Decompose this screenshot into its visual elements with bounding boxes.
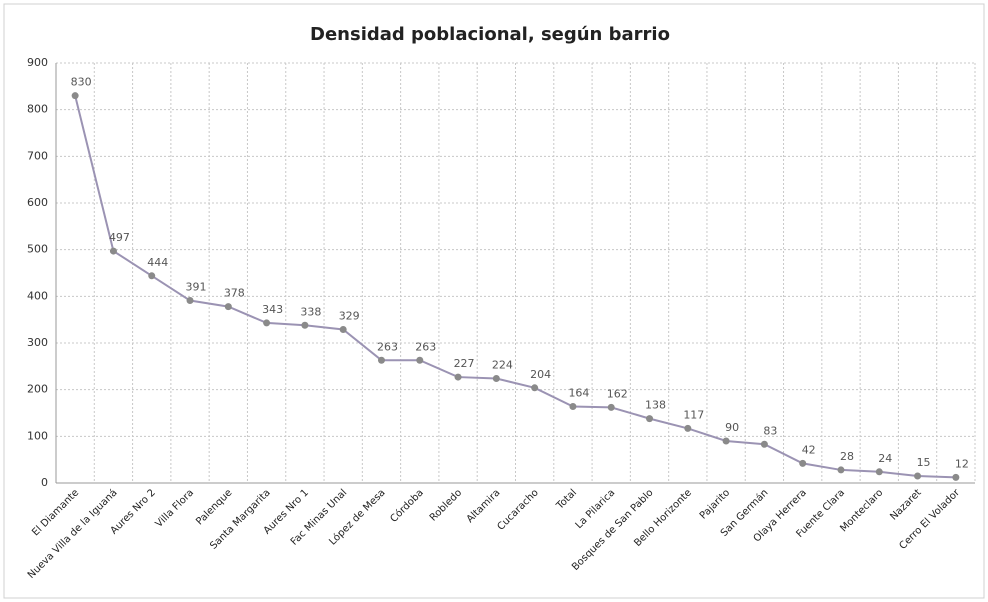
data-point xyxy=(875,468,883,476)
data-label: 444 xyxy=(147,256,168,269)
data-point xyxy=(607,403,615,411)
data-label: 138 xyxy=(645,399,666,412)
data-label: 28 xyxy=(840,450,854,463)
data-point xyxy=(377,356,385,364)
data-point xyxy=(531,384,539,392)
data-point xyxy=(760,440,768,448)
chart-title: Densidad poblacional, según barrio xyxy=(310,24,670,45)
y-tick-label: 200 xyxy=(27,383,48,396)
y-tick-label: 400 xyxy=(27,289,48,302)
data-label: 338 xyxy=(300,305,321,318)
data-point xyxy=(799,459,807,467)
data-point xyxy=(684,424,692,432)
y-tick-label: 600 xyxy=(27,196,48,209)
data-label: 162 xyxy=(607,387,628,400)
data-label: 164 xyxy=(568,386,589,399)
data-label: 263 xyxy=(377,340,398,353)
data-label: 343 xyxy=(262,303,283,316)
data-point xyxy=(454,373,462,381)
series-line xyxy=(74,95,956,479)
data-label: 83 xyxy=(763,424,777,437)
data-point xyxy=(569,402,577,410)
data-label: 204 xyxy=(530,368,551,381)
y-tick-label: 800 xyxy=(27,103,48,116)
data-point xyxy=(952,473,960,481)
data-point xyxy=(837,466,845,474)
data-point xyxy=(914,472,922,480)
data-label: 12 xyxy=(955,457,969,470)
data-point xyxy=(263,319,271,327)
data-label: 15 xyxy=(917,456,931,469)
data-point xyxy=(301,321,309,329)
data-label: 263 xyxy=(415,340,436,353)
chart-frame xyxy=(3,3,985,599)
data-point xyxy=(71,92,79,100)
data-label: 329 xyxy=(339,309,360,322)
data-point xyxy=(416,356,424,364)
data-point xyxy=(109,247,117,255)
y-tick-label: 0 xyxy=(41,476,48,489)
y-tick-label: 900 xyxy=(27,56,48,69)
data-label: 117 xyxy=(683,408,704,421)
data-label: 224 xyxy=(492,358,513,371)
y-tick-label: 500 xyxy=(27,243,48,256)
data-point xyxy=(148,272,156,280)
data-label: 378 xyxy=(224,287,245,300)
y-tick-label: 300 xyxy=(27,336,48,349)
data-label: 497 xyxy=(109,231,130,244)
data-label: 24 xyxy=(878,452,892,465)
data-label: 830 xyxy=(71,76,92,89)
data-label: 227 xyxy=(454,357,475,370)
data-point xyxy=(224,303,232,311)
data-label: 90 xyxy=(725,421,739,434)
data-point xyxy=(722,437,730,445)
data-point xyxy=(646,415,654,423)
y-tick-label: 700 xyxy=(27,149,48,162)
data-point xyxy=(492,374,500,382)
data-point xyxy=(186,297,194,305)
data-label: 42 xyxy=(802,443,816,456)
y-tick-label: 100 xyxy=(27,429,48,442)
data-label: 391 xyxy=(186,281,207,294)
data-point xyxy=(339,325,347,333)
